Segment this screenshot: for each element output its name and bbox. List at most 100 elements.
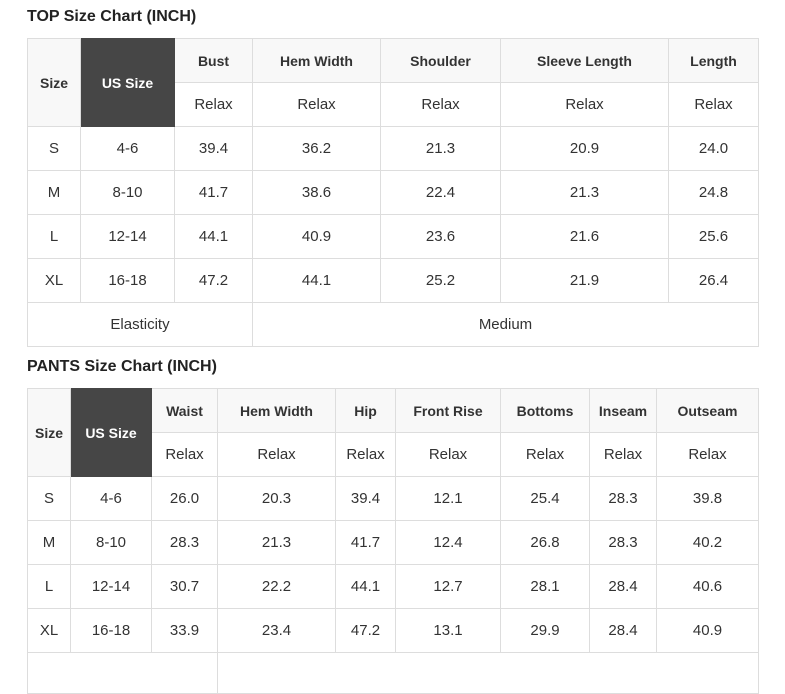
value-cell: 40.6 (656, 564, 759, 610)
value-cell: 25.6 (668, 214, 759, 260)
top-fit-row: Relax Relax Relax Relax Relax (28, 82, 759, 128)
clipped-row (27, 652, 759, 694)
value-cell: 12.7 (395, 564, 501, 610)
pants-header-front-rise: Front Rise (395, 388, 501, 434)
size-cell: S (27, 126, 81, 172)
pants-header-hip: Hip (335, 388, 396, 434)
us-size-cell: 4-6 (80, 126, 175, 172)
value-cell: 23.6 (380, 214, 501, 260)
value-cell: 41.7 (174, 170, 253, 216)
fit-cell: Relax (500, 82, 669, 128)
value-cell: 12.4 (395, 520, 501, 566)
value-cell: 26.4 (668, 258, 759, 304)
value-cell: 44.1 (174, 214, 253, 260)
top-footer-row: Elasticity Medium (27, 302, 759, 348)
value-cell: 21.6 (500, 214, 669, 260)
us-size-cell: 12-14 (70, 564, 152, 610)
value-cell: 28.3 (589, 520, 657, 566)
table-row: XL 16-18 47.2 44.1 25.2 21.9 26.4 (27, 258, 759, 304)
value-cell: 28.3 (589, 476, 657, 522)
pants-chart-title: PANTS Size Chart (INCH) (27, 358, 217, 376)
value-cell: 40.9 (252, 214, 381, 260)
size-cell: S (27, 476, 71, 522)
value-cell: 47.2 (335, 608, 396, 654)
table-row: M 8-10 28.3 21.3 41.7 12.4 26.8 28.3 40.… (27, 520, 759, 566)
value-cell: 39.8 (656, 476, 759, 522)
top-header-sleeve-length: Sleeve Length (500, 38, 669, 84)
pants-size-chart-table: Size US Size Waist Hem Width Hip Front R… (27, 388, 759, 694)
top-header-length: Length (668, 38, 759, 84)
value-cell: 21.9 (500, 258, 669, 304)
fit-cell: Relax (174, 82, 253, 128)
top-header-hem-width: Hem Width (252, 38, 381, 84)
table-row: S 4-6 26.0 20.3 39.4 12.1 25.4 28.3 39.8 (27, 476, 759, 522)
value-cell: 21.3 (217, 520, 336, 566)
value-cell: 26.8 (500, 520, 590, 566)
fit-cell: Relax (252, 82, 381, 128)
clipped-cell (217, 652, 759, 694)
clipped-cell (27, 652, 218, 694)
size-cell: M (27, 170, 81, 216)
pants-header-us-size: US Size (70, 388, 152, 478)
value-cell: 25.2 (380, 258, 501, 304)
size-cell: XL (27, 608, 71, 654)
value-cell: 28.3 (151, 520, 218, 566)
pants-header-bottoms: Bottoms (500, 388, 590, 434)
value-cell: 28.4 (589, 608, 657, 654)
value-cell: 28.1 (500, 564, 590, 610)
value-cell: 22.2 (217, 564, 336, 610)
pants-header-outseam: Outseam (656, 388, 759, 434)
fit-cell: Relax (500, 432, 590, 478)
fit-cell: Relax (217, 432, 336, 478)
pants-header-waist: Waist (151, 388, 218, 434)
value-cell: 20.3 (217, 476, 336, 522)
value-cell: 41.7 (335, 520, 396, 566)
value-cell: 40.2 (656, 520, 759, 566)
top-header-bust: Bust (174, 38, 253, 84)
value-cell: 24.8 (668, 170, 759, 216)
fit-cell: Relax (589, 432, 657, 478)
top-header-row: Size US Size Bust Hem Width Shoulder Sle… (27, 38, 759, 128)
value-cell: 25.4 (500, 476, 590, 522)
fit-cell: Relax (335, 432, 396, 478)
us-size-cell: 16-18 (70, 608, 152, 654)
value-cell: 23.4 (217, 608, 336, 654)
table-row: M 8-10 41.7 38.6 22.4 21.3 24.8 (27, 170, 759, 216)
pants-header-row: Size US Size Waist Hem Width Hip Front R… (27, 388, 759, 478)
value-cell: 44.1 (252, 258, 381, 304)
value-cell: 26.0 (151, 476, 218, 522)
value-cell: 21.3 (500, 170, 669, 216)
top-header-size: Size (27, 38, 81, 128)
table-row: L 12-14 44.1 40.9 23.6 21.6 25.6 (27, 214, 759, 260)
fit-cell: Relax (151, 432, 218, 478)
size-cell: L (27, 214, 81, 260)
size-cell: XL (27, 258, 81, 304)
value-cell: 44.1 (335, 564, 396, 610)
value-cell: 39.4 (174, 126, 253, 172)
value-cell: 28.4 (589, 564, 657, 610)
value-cell: 33.9 (151, 608, 218, 654)
top-header-shoulder: Shoulder (380, 38, 501, 84)
top-header-us-size: US Size (80, 38, 175, 128)
pants-header-size: Size (27, 388, 71, 478)
elasticity-value-cell: Medium (252, 302, 759, 348)
value-cell: 40.9 (656, 608, 759, 654)
value-cell: 38.6 (252, 170, 381, 216)
us-size-cell: 4-6 (70, 476, 152, 522)
fit-cell: Relax (380, 82, 501, 128)
size-cell: M (27, 520, 71, 566)
pants-header-hem-width: Hem Width (217, 388, 336, 434)
us-size-cell: 8-10 (80, 170, 175, 216)
value-cell: 29.9 (500, 608, 590, 654)
value-cell: 47.2 (174, 258, 253, 304)
us-size-cell: 8-10 (70, 520, 152, 566)
table-row: L 12-14 30.7 22.2 44.1 12.7 28.1 28.4 40… (27, 564, 759, 610)
pants-fit-row: Relax Relax Relax Relax Relax Relax Rela… (28, 432, 759, 478)
us-size-cell: 16-18 (80, 258, 175, 304)
value-cell: 24.0 (668, 126, 759, 172)
table-row: XL 16-18 33.9 23.4 47.2 13.1 29.9 28.4 4… (27, 608, 759, 654)
value-cell: 39.4 (335, 476, 396, 522)
pants-header-inseam: Inseam (589, 388, 657, 434)
value-cell: 13.1 (395, 608, 501, 654)
